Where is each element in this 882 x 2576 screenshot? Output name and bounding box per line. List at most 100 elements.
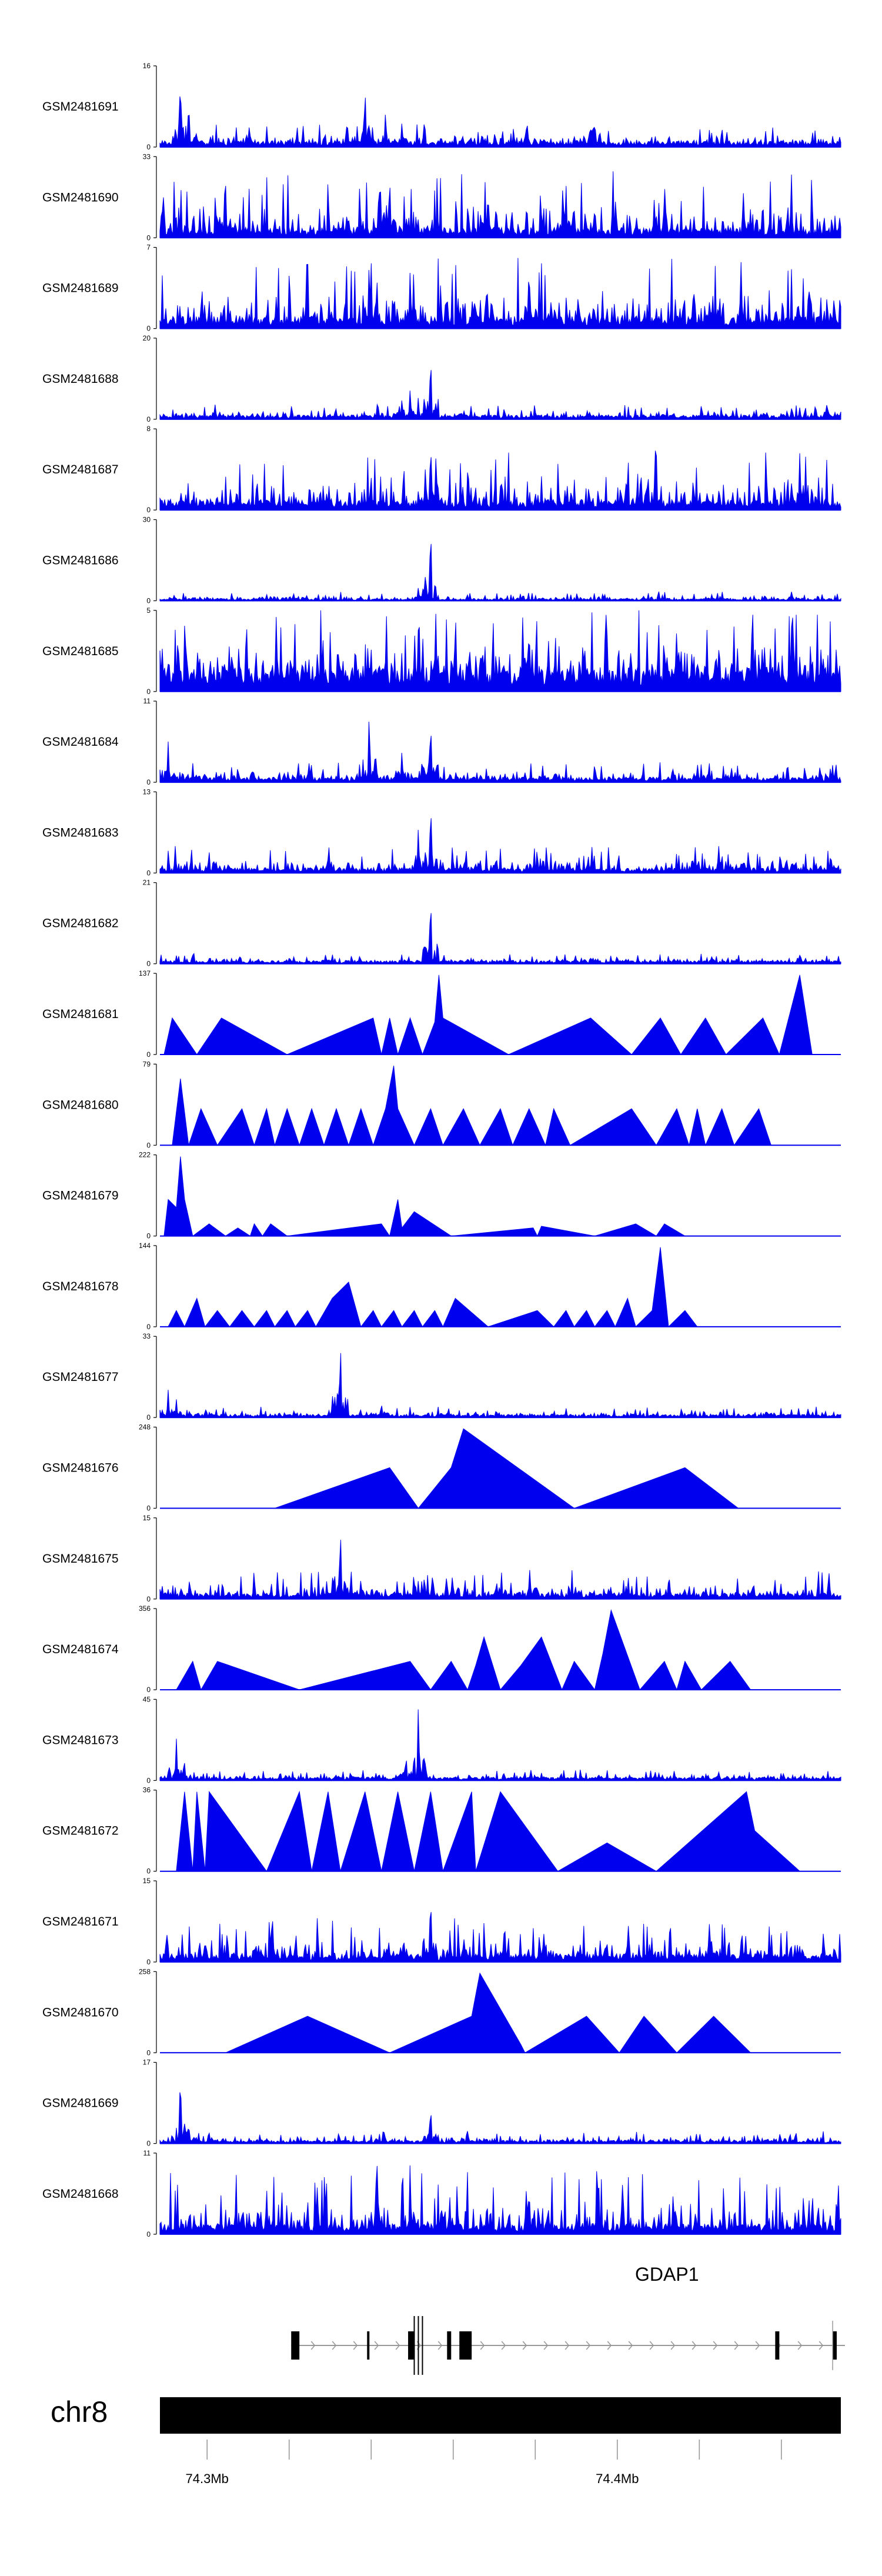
- y-min-label: 0: [146, 1050, 151, 1059]
- y-min-label: 0: [146, 1776, 151, 1784]
- chromosome-bar: [160, 2397, 841, 2434]
- y-min-label: 0: [146, 1323, 151, 1331]
- track-GSM2481668: GSM2481668 11 0: [42, 2149, 841, 2238]
- y-max-label: 13: [143, 788, 151, 796]
- track-GSM2481674: GSM2481674 356 0: [42, 1604, 841, 1694]
- coverage-area: [159, 171, 841, 238]
- y-max-label: 258: [139, 1967, 151, 1976]
- track-label: GSM2481668: [42, 2187, 119, 2201]
- track-label: GSM2481688: [42, 372, 119, 386]
- track-label: GSM2481669: [42, 2097, 119, 2110]
- track-label: GSM2481687: [42, 463, 119, 476]
- track-label: GSM2481670: [42, 2006, 119, 2019]
- strand-arrow: [564, 2341, 570, 2350]
- coverage-area: [275, 1428, 740, 1509]
- y-min-label: 0: [146, 778, 151, 786]
- strand-arrow: [628, 2341, 633, 2350]
- gene-annotation-track: GDAP1: [291, 2264, 846, 2375]
- strand-arrow: [543, 2341, 549, 2350]
- y-min-label: 0: [146, 506, 151, 514]
- y-min-label: 0: [146, 2048, 151, 2057]
- coverage-area: [159, 1353, 841, 1418]
- coverage-area: [159, 722, 841, 783]
- strand-arrow: [332, 2341, 337, 2350]
- track-GSM2481682: GSM2481682 21 0: [42, 879, 841, 968]
- strand-arrow: [797, 2341, 803, 2350]
- strand-arrow: [501, 2341, 506, 2350]
- y-max-label: 45: [143, 1695, 151, 1703]
- y-max-label: 33: [143, 152, 151, 161]
- y-min-label: 0: [146, 1958, 151, 1966]
- y-min-label: 0: [146, 325, 151, 333]
- track-label: GSM2481678: [42, 1280, 119, 1293]
- strand-arrow: [713, 2341, 718, 2350]
- strand-arrow: [691, 2341, 697, 2350]
- track-GSM2481677: GSM2481677 33 0: [42, 1332, 841, 1422]
- track-GSM2481676: GSM2481676 248 0: [42, 1423, 841, 1513]
- exon-block: [775, 2331, 780, 2360]
- strand-arrow: [755, 2341, 760, 2350]
- track-GSM2481685: GSM2481685 5 0: [42, 606, 841, 696]
- strand-arrow: [818, 2341, 824, 2350]
- coverage-area: [159, 258, 841, 329]
- y-max-label: 144: [139, 1242, 151, 1250]
- track-label: GSM2481686: [42, 554, 119, 568]
- track-label: GSM2481684: [42, 735, 119, 749]
- y-max-label: 17: [143, 2058, 151, 2067]
- track-GSM2481673: GSM2481673 45 0: [42, 1695, 841, 1784]
- strand-arrow: [310, 2341, 316, 2350]
- axis-tick-label: 74.3Mb: [186, 2471, 229, 2486]
- y-max-label: 21: [143, 879, 151, 887]
- y-min-label: 0: [146, 1141, 151, 1149]
- coverage-tracks: GSM2481691160GSM2481690330GSM248168970GS…: [42, 62, 841, 2238]
- strand-arrow: [522, 2341, 527, 2350]
- y-max-label: 222: [139, 1151, 151, 1159]
- coverage-area: [168, 1247, 698, 1328]
- track-GSM2481670: GSM2481670 258 0: [42, 1967, 841, 2057]
- track-GSM2481669: GSM2481669 17 0: [42, 2058, 841, 2148]
- track-GSM2481679: GSM2481679 222 0: [42, 1151, 841, 1240]
- coverage-area: [176, 1609, 751, 1691]
- y-min-label: 0: [146, 869, 151, 877]
- track-label: GSM2481689: [42, 282, 119, 295]
- y-max-label: 36: [143, 1786, 151, 1794]
- y-min-label: 0: [146, 688, 151, 696]
- coverage-area: [159, 370, 841, 420]
- coverage-area: [159, 610, 841, 692]
- y-max-label: 15: [143, 1514, 151, 1522]
- coverage-area: [159, 1912, 841, 1963]
- track-label: GSM2481675: [42, 1552, 119, 1566]
- gene-exons: [291, 2316, 837, 2375]
- track-GSM2481672: GSM2481672 36 0: [42, 1786, 841, 1876]
- exon-block: [459, 2331, 472, 2360]
- y-max-label: 11: [143, 2149, 151, 2157]
- exon-block: [408, 2331, 415, 2360]
- y-min-label: 0: [146, 960, 151, 968]
- exon-block: [367, 2331, 370, 2360]
- y-min-label: 0: [146, 1867, 151, 1876]
- coverage-area: [163, 1156, 686, 1237]
- strand-arrow: [374, 2341, 379, 2350]
- y-max-label: 15: [143, 1877, 151, 1885]
- strand-arrow: [586, 2341, 591, 2350]
- coverage-area: [159, 2092, 841, 2144]
- y-max-label: 79: [143, 1060, 151, 1068]
- track-label: GSM2481691: [42, 100, 119, 114]
- track-label: GSM2481690: [42, 191, 119, 204]
- y-min-label: 0: [146, 415, 151, 423]
- track-label: GSM2481671: [42, 1915, 119, 1928]
- gene-name-label: GDAP1: [635, 2264, 699, 2285]
- y-min-label: 0: [146, 1413, 151, 1422]
- track-label: GSM2481676: [42, 1461, 119, 1475]
- exon-block: [291, 2331, 300, 2360]
- y-max-label: 30: [143, 516, 151, 524]
- coverage-area: [159, 451, 841, 510]
- coverage-area: [159, 96, 841, 148]
- y-max-label: 137: [139, 969, 151, 977]
- axis-tick-label: 74.4Mb: [596, 2471, 639, 2486]
- y-max-label: 248: [139, 1423, 151, 1432]
- exon-block: [447, 2331, 452, 2360]
- y-max-label: 356: [139, 1604, 151, 1613]
- strand-arrow: [607, 2341, 612, 2350]
